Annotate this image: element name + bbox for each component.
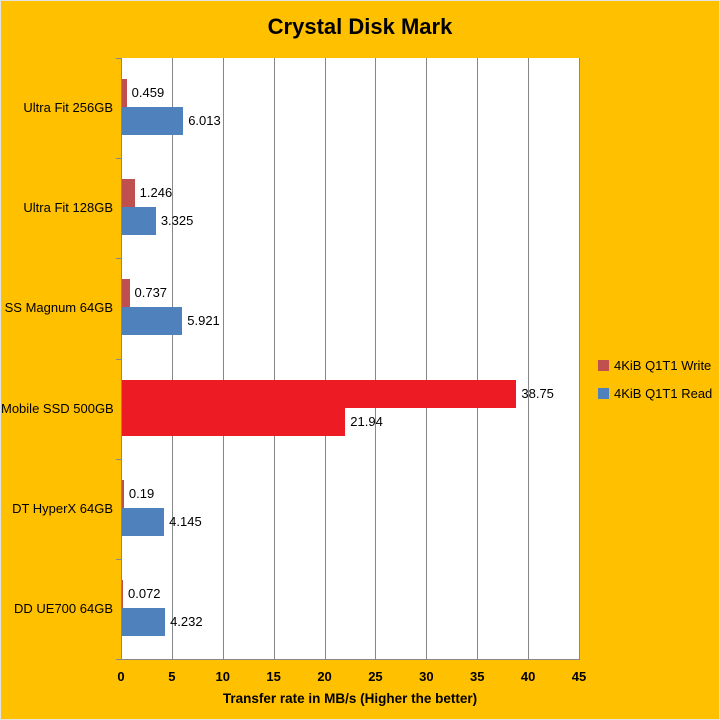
category-tick (116, 559, 121, 560)
legend-swatch-icon (598, 360, 609, 371)
bar-value-label: 0.737 (134, 285, 168, 301)
x-tick-label: 5 (168, 669, 176, 684)
gridline-40 (528, 58, 530, 659)
bar-value-label: 0.072 (128, 585, 161, 601)
bar-value-label: 21.94 (350, 413, 383, 429)
x-tick-label: 30 (419, 669, 434, 684)
bar-value-label: 4.232 (170, 613, 203, 629)
category-tick (116, 659, 121, 660)
legend-swatch-icon (598, 388, 609, 399)
gridline-5 (171, 58, 173, 659)
gridline-20 (324, 58, 326, 659)
category-tick (116, 459, 121, 460)
bar-write (122, 179, 135, 208)
bar-value-label: 0.19 (128, 485, 155, 501)
legend-label: 4KiB Q1T1 Write (614, 358, 712, 373)
bar-write (122, 79, 127, 107)
category-label: Ultra Fit 128GB (23, 200, 113, 216)
x-tick-label: 15 (266, 669, 281, 684)
category-tick (116, 359, 121, 360)
legend-item-write: 4KiB Q1T1 Write (598, 358, 712, 373)
x-tick-label: 25 (368, 669, 383, 684)
bar-write (122, 379, 517, 408)
x-tick-label: 45 (571, 669, 587, 684)
bar-read (122, 307, 183, 336)
bar-value-label: 0.459 (131, 85, 165, 100)
bar-value-label: 4.145 (169, 513, 202, 529)
x-axis-title: Transfer rate in MB/s (Higher the better… (222, 691, 478, 706)
bar-value-label: 38.75 (521, 385, 554, 401)
gridline-45 (579, 58, 580, 659)
gridline-10 (222, 58, 224, 659)
bar-read (122, 607, 166, 636)
category-label: DT HyperX 64GB (12, 500, 113, 516)
category-label: DD UE700 64GB (14, 600, 113, 616)
category-tick (116, 258, 121, 259)
bar-read (122, 407, 346, 436)
bar-read (122, 207, 156, 236)
bar-read (122, 107, 184, 135)
chart-title: Crystal Disk Mark (267, 14, 453, 39)
bar-write (122, 479, 124, 508)
category-label: SS Magnum 64GB (4, 300, 113, 316)
bar-value-label: 1.246 (139, 185, 173, 201)
legend-item-read: 4KiB Q1T1 Read (598, 386, 712, 401)
bar-write (122, 579, 123, 608)
x-tick-label: 35 (469, 669, 485, 684)
bar-read (122, 507, 165, 536)
legend-label: 4KiB Q1T1 Read (614, 386, 713, 401)
x-tick-label: 0 (117, 669, 125, 684)
gridline-30 (426, 58, 428, 659)
bar-value-label: 3.325 (160, 213, 194, 229)
category-tick (116, 158, 121, 159)
category-tick (116, 58, 121, 59)
bar-value-label: 5.921 (187, 313, 220, 329)
category-label: Mobile SSD 500GB (1, 400, 114, 416)
x-tick-label: 40 (520, 669, 536, 684)
bar-value-label: 6.013 (188, 113, 221, 128)
gridline-35 (477, 58, 479, 659)
gridline-15 (273, 58, 275, 659)
bar-write (122, 279, 130, 308)
plot-area: 0.459 6.013 1.246 3.325 0.737 5.921 38.75 21.94… (121, 58, 580, 660)
x-tick-label: 20 (317, 669, 332, 684)
gridline-25 (375, 58, 377, 659)
legend: 4KiB Q1T1 Write 4KiB Q1T1 Read (598, 358, 712, 414)
x-tick-label: 10 (215, 669, 230, 684)
category-label: Ultra Fit 256GB (23, 100, 113, 116)
